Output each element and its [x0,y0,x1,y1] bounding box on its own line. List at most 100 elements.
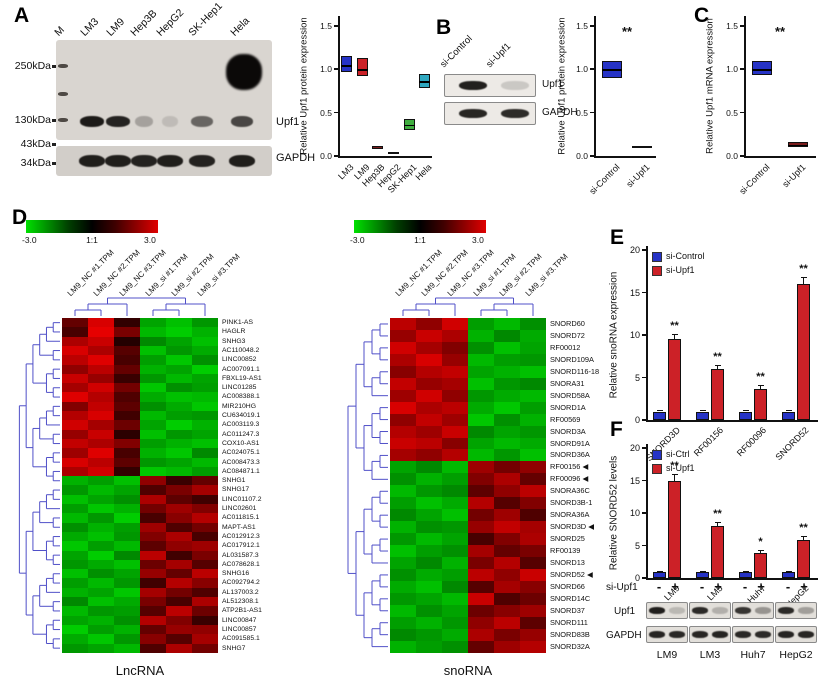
y-axis [744,16,746,157]
y-tick [740,155,744,157]
heatmap-cell [62,624,89,635]
heatmap-cell [114,634,141,644]
heatmap-cell [192,634,219,644]
heatmap-cell [166,420,193,430]
gapdh-blot-membrane [444,102,536,125]
band [712,607,728,614]
heatmap-cell [140,327,167,337]
error-cap [785,410,792,412]
band [755,631,771,638]
band [669,631,685,638]
error-bar [717,364,718,369]
heatmap-cell [494,449,521,462]
legend-swatch [652,450,662,460]
heatmap-row-label: SNORD36A [550,450,590,460]
bar [653,411,666,420]
heatmap-cell [62,531,89,542]
x-tick-label: si-Control [737,162,773,197]
heatmap-cell [88,597,115,607]
heatmap-row-label: MIR210HG [222,402,256,410]
heatmap-cell [114,318,141,328]
mw-marker-label: 250kDa [14,60,51,72]
heatmap-cell [468,533,495,546]
heatmap-cell [442,449,469,462]
y-tick [642,291,646,293]
heatmap-cell [520,425,547,438]
heatmap-cell [62,466,89,477]
cell-line-label: LM3 [699,649,721,661]
panel-b-boxplot: Relative Upf1 protein expression 0.0 0.5 1.… [552,4,664,206]
lane-label: si-Upf1 [484,40,514,70]
mw-tick [52,162,56,165]
heatmap-cell [468,604,495,618]
heatmap-cell [62,476,89,486]
heatmap-cell [520,580,547,594]
heatmap-cell [520,592,547,606]
heatmap-cell [114,476,141,486]
heatmap-cell [62,559,89,570]
gapdh-blot-membrane [56,146,272,176]
heatmap-cell [192,448,219,458]
error-cap [714,522,721,524]
heatmap-cell [192,327,219,337]
heatmap-cell [88,336,115,347]
upf1-band-label: Upf1 [614,606,636,617]
band [459,109,487,118]
heatmap-cell [192,559,219,570]
gapdh-band [157,155,183,167]
y-axis-label: Relative Upf1 mRNA expression [704,18,716,154]
y-axis [338,16,340,157]
heatmap-cell [416,640,443,653]
heatmap-cell [520,377,547,391]
heatmap-cell [114,466,141,477]
legend-label: si-Upf1 [666,265,695,275]
heatmap-cell [114,578,141,589]
box [356,58,368,77]
error-cap [671,334,678,336]
heatmap-cell [140,531,167,542]
heatmap-cell [520,533,547,546]
y-tick-label: 20 [629,245,640,255]
y-tick [334,68,338,70]
heatmap-cell [416,521,443,534]
y-tick-label: 0.0 [576,151,588,161]
y-axis-label: Relative snoRNA expression [608,271,620,399]
legend-swatch [652,266,662,276]
band [755,607,771,614]
heatmap-cell [442,604,469,618]
x-axis [594,156,656,158]
heatmap-cell [390,568,417,582]
heatmap-cell [62,448,89,458]
heatmap-row-label: AC084871.1 [222,467,260,475]
panel-b-label: B [436,16,452,39]
heatmap-cell [192,522,219,533]
heatmap-row-label: SNORD83B [550,629,590,639]
heatmap-cell [416,473,443,486]
y-tick-label: 0 [634,573,640,583]
y-tick [740,25,744,27]
heatmap-cell [192,578,219,589]
heatmap-cell [416,437,443,450]
y-tick [642,512,646,514]
heatmap-cell [88,411,115,421]
heatmap-cell [114,494,141,505]
heatmap-cell [62,392,89,403]
heatmap-cell [114,485,141,496]
heatmap-cell [390,640,417,653]
bar [668,480,681,578]
heatmap-cell [114,373,141,384]
cell-line-label: HepG2 [779,649,813,661]
heatmap-cell [390,329,417,343]
heatmap-row-label: SNORD37 [550,605,585,615]
error-bar [760,385,761,389]
gapdh-band-label: GAPDH [276,152,316,164]
heatmap-row-label: AC007091.1 [222,365,260,373]
heatmap-cell [390,318,417,331]
box-median [752,69,772,71]
band [735,607,751,614]
y-tick-label: 5 [634,372,640,383]
heatmap-cell [88,578,115,589]
heatmap-row-label: SNORD72 [550,330,585,340]
error-cap [699,410,706,412]
heatmap-cell [468,365,495,379]
